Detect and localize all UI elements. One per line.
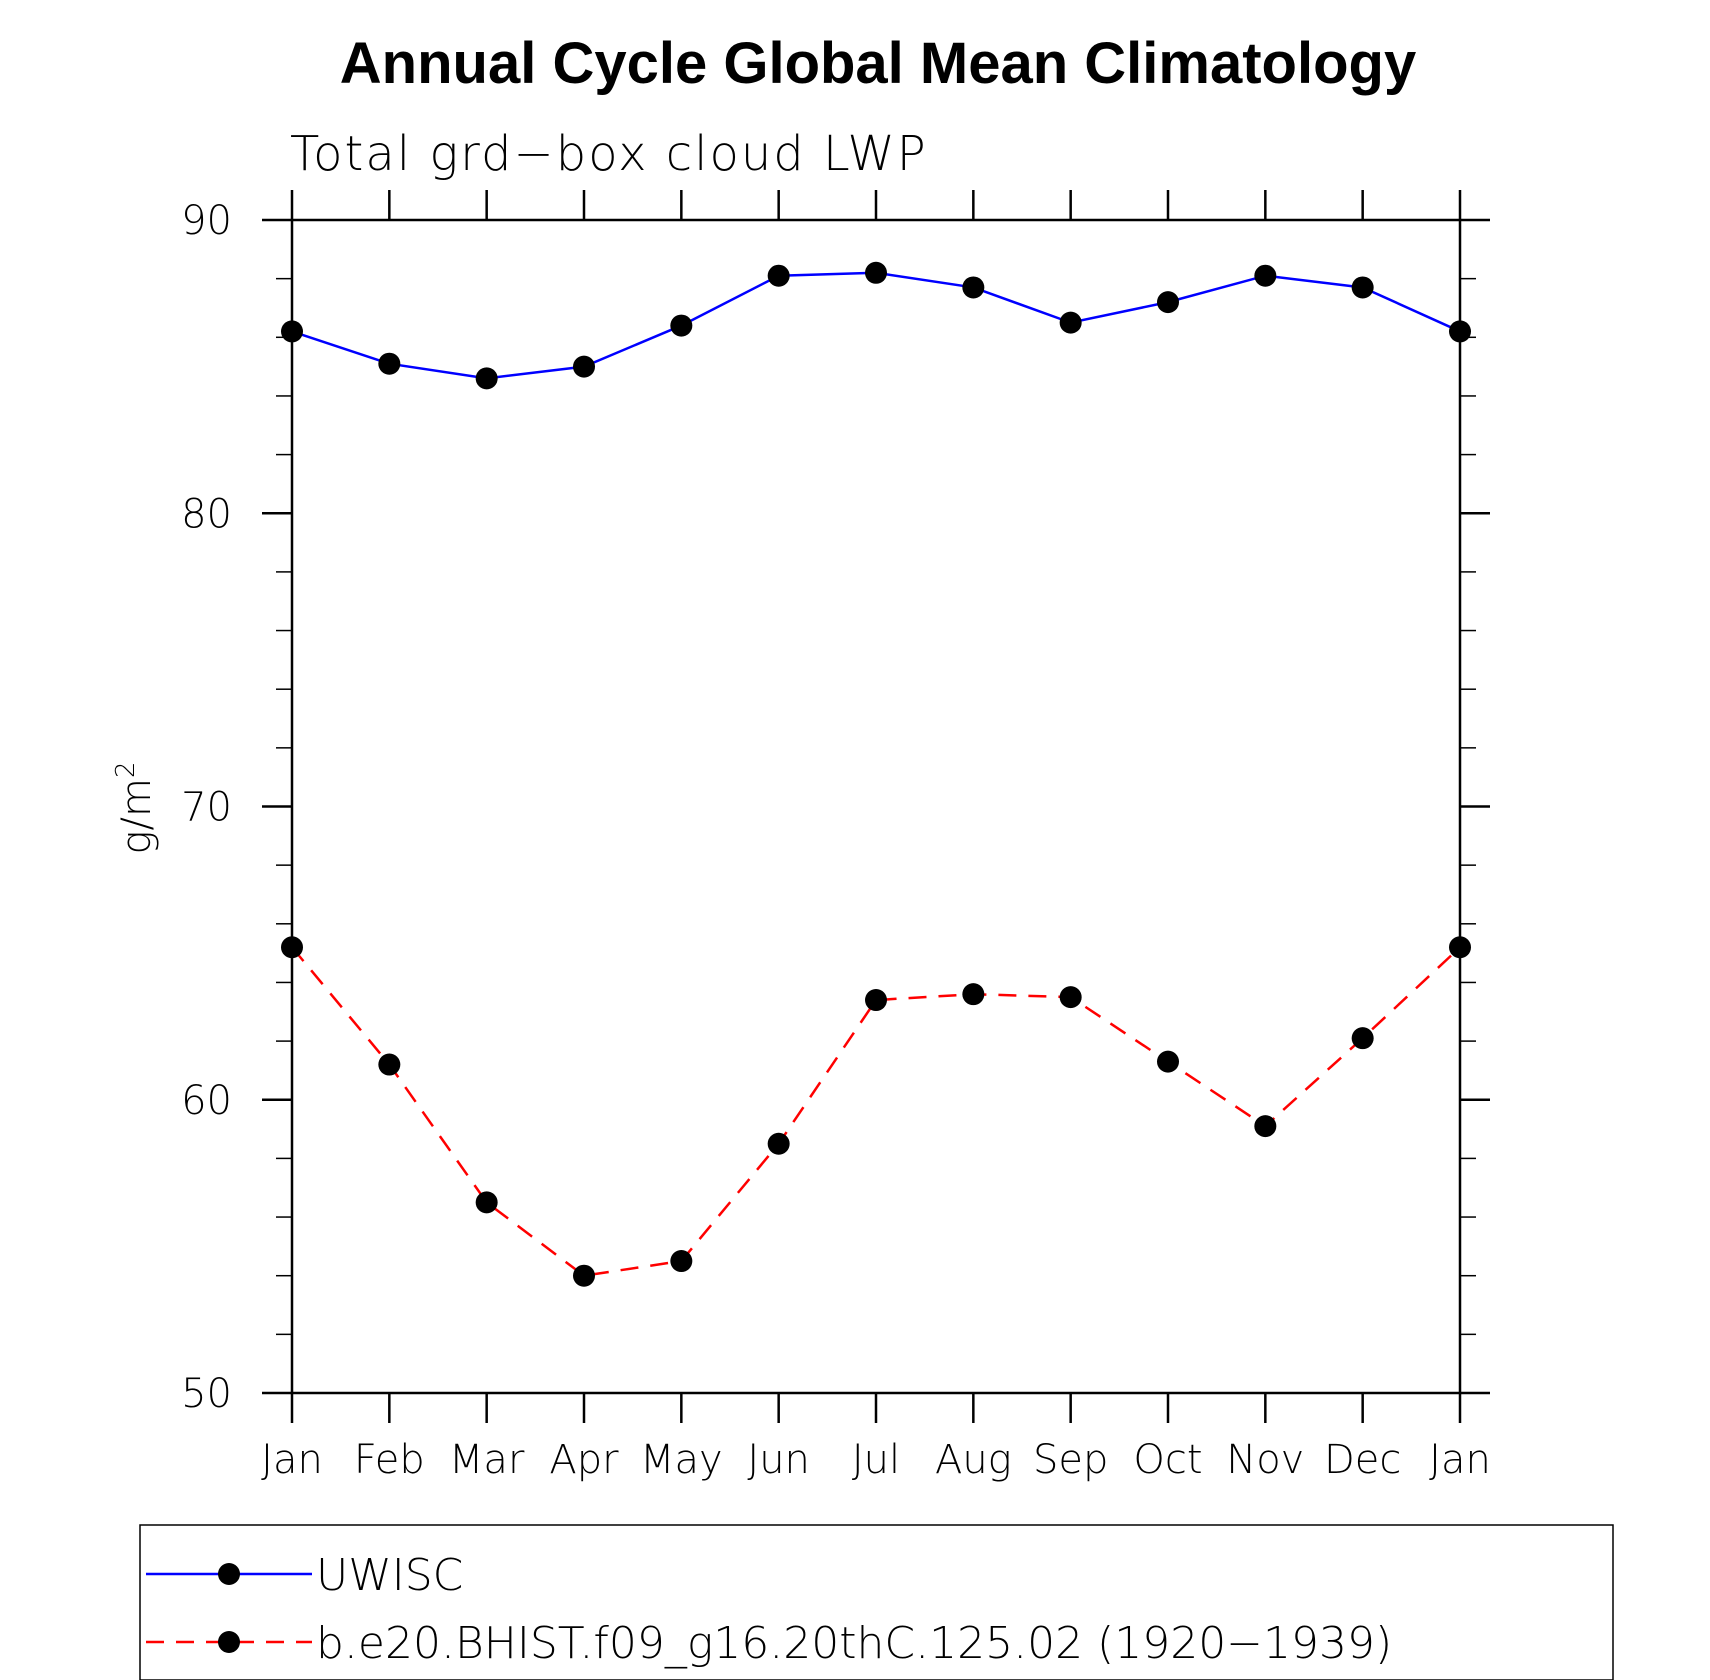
x-tick-label: Nov — [1226, 1437, 1304, 1483]
series-point — [767, 264, 790, 287]
x-tick-label: Jul — [852, 1437, 900, 1483]
series-point — [1059, 311, 1082, 334]
plot-frame — [290, 218, 1462, 1395]
x-tick-label: Jun — [747, 1437, 810, 1483]
series-point — [670, 314, 693, 337]
series-2 — [281, 936, 1471, 1287]
y-tick-label: 80 — [181, 491, 232, 537]
series-point — [1449, 936, 1471, 959]
x-tick-label: Jan — [261, 1437, 323, 1483]
legend-marker — [218, 1631, 240, 1653]
x-tick-label: Aug — [935, 1437, 1012, 1483]
legend-label: b.e20.BHIST.f09_g16.20thC.125.02 (1920−1… — [316, 1618, 1392, 1669]
series-point — [1254, 1115, 1277, 1138]
series-point — [1351, 276, 1374, 299]
y-tick-label: 60 — [181, 1078, 232, 1124]
series-point — [865, 261, 887, 284]
y-tick-label: 70 — [181, 785, 232, 831]
x-tick-label: Sep — [1033, 1437, 1108, 1483]
x-tick-label: Feb — [354, 1437, 425, 1483]
series-point — [767, 1132, 790, 1155]
axes: Jan Feb Mar Apr May Jun Jul Aug Sep Oct Nov Dec Jan 5… — [181, 190, 1491, 1483]
legend-label: UWISC — [316, 1550, 463, 1601]
series-point — [962, 983, 985, 1006]
series-point — [378, 1053, 401, 1076]
x-tick-label: Dec — [1324, 1437, 1401, 1483]
series-point — [1157, 291, 1179, 314]
y-tick-label: 90 — [181, 198, 232, 244]
series-point — [1351, 1027, 1374, 1050]
x-tick-label: Mar — [449, 1437, 525, 1483]
series-1 — [281, 261, 1471, 390]
y-axis-label: g/m2 — [111, 762, 160, 855]
svg-text:g/m2: g/m2 — [111, 762, 160, 855]
y-tick-label: 50 — [181, 1371, 232, 1417]
series-point — [865, 989, 887, 1012]
series-point — [1254, 264, 1277, 287]
legend-item-2: b.e20.BHIST.f09_g16.20thC.125.02 (1920−1… — [146, 1618, 1392, 1669]
series-point — [475, 1191, 498, 1214]
y-axis-label-superscript: 2 — [111, 762, 141, 779]
legend: UWISC b.e20.BHIST.f09_g16.20thC.125.02 (1… — [146, 1550, 1392, 1669]
x-tick-label: May — [640, 1437, 723, 1483]
series-point — [573, 355, 595, 378]
series-point — [475, 367, 498, 390]
series-point — [281, 320, 303, 343]
chart-subtitle: Total grd−box cloud LWP — [290, 126, 928, 182]
chart-title: Annual Cycle Global Mean Climatology — [340, 31, 1416, 96]
x-tick-label: Oct — [1133, 1437, 1202, 1483]
x-tick-label: Apr — [549, 1437, 619, 1483]
series-point — [1449, 320, 1471, 343]
series-point — [962, 276, 985, 299]
series-point — [1157, 1050, 1179, 1073]
x-tick-label: Jan — [1429, 1437, 1491, 1483]
legend-item-1: UWISC — [146, 1550, 463, 1601]
y-axis-label-text: g/m — [114, 778, 160, 854]
series-point — [670, 1250, 693, 1273]
series-line — [291, 271, 1461, 380]
legend-marker — [218, 1563, 240, 1585]
series-point — [378, 352, 401, 375]
series-point — [1059, 986, 1082, 1009]
series-point — [573, 1264, 595, 1287]
legend-box — [139, 1524, 1614, 1680]
series-point — [281, 936, 303, 959]
series-layer — [281, 261, 1471, 1287]
